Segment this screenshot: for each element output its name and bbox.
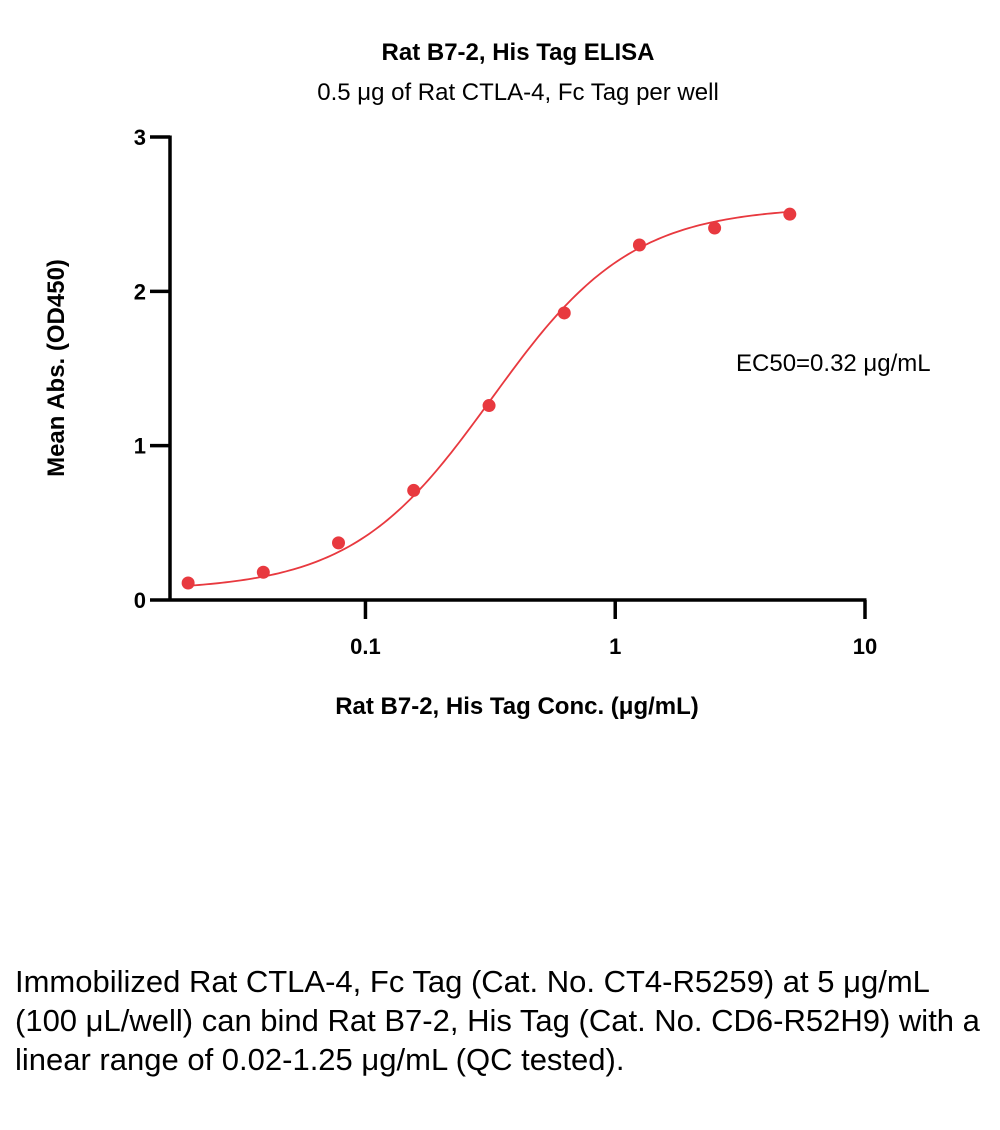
data-point bbox=[256, 565, 270, 579]
x-axis-label: Rat B7-2, His Tag Conc. (μg/mL) bbox=[335, 693, 699, 720]
fit-curve bbox=[188, 210, 790, 587]
data-points bbox=[181, 207, 797, 590]
ec50-annotation: EC50=0.32 μg/mL bbox=[736, 350, 931, 377]
y-tick-label: 3 bbox=[134, 125, 146, 150]
chart-title: Rat B7-2, His Tag ELISA bbox=[382, 39, 655, 66]
chart-subtitle: 0.5 μg of Rat CTLA-4, Fc Tag per well bbox=[317, 79, 719, 106]
data-point bbox=[482, 399, 496, 413]
data-point bbox=[632, 238, 646, 252]
y-tick-label: 2 bbox=[134, 279, 146, 304]
x-axis: 0.1 1 10 bbox=[170, 598, 877, 659]
x-tick-label: 1 bbox=[609, 634, 621, 659]
data-point bbox=[783, 207, 797, 221]
y-tick-label: 1 bbox=[134, 434, 146, 459]
data-point bbox=[181, 576, 195, 590]
y-axis-label: Mean Abs. (OD450) bbox=[43, 259, 70, 477]
elisa-chart: Rat B7-2, His Tag ELISA 0.5 μg of Rat CT… bbox=[43, 39, 931, 720]
figure-caption: Immobilized Rat CTLA-4, Fc Tag (Cat. No.… bbox=[15, 964, 980, 1077]
data-point bbox=[332, 536, 346, 550]
data-point bbox=[708, 221, 722, 235]
x-tick-label: 10 bbox=[853, 634, 877, 659]
x-tick-label: 0.1 bbox=[350, 634, 381, 659]
data-point bbox=[407, 483, 421, 497]
y-axis: 0 1 2 3 bbox=[134, 125, 172, 613]
y-tick-label: 0 bbox=[134, 588, 146, 613]
data-point bbox=[557, 306, 571, 320]
